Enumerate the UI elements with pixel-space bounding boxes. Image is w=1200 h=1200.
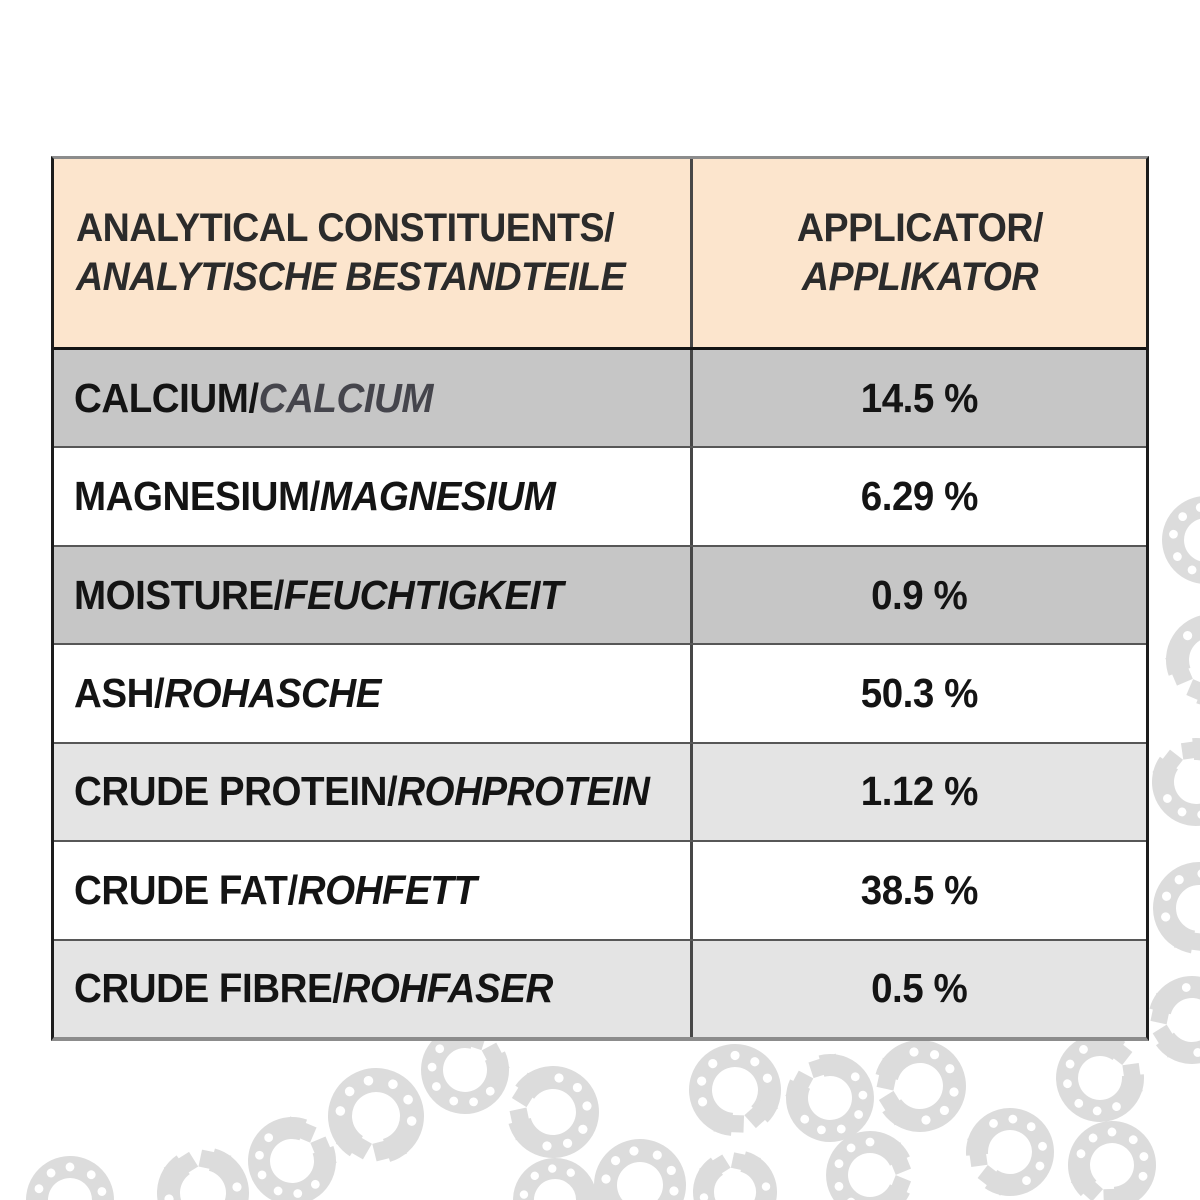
- row-value: 0.5 %: [871, 965, 968, 1012]
- row-label-cell: CRUDE PROTEIN/ROHPROTEIN: [54, 744, 690, 840]
- label-separator: /: [287, 866, 298, 913]
- header-applicator-line-de: APPLIKATOR: [801, 255, 1038, 299]
- row-label-de: ROHPROTEIN: [397, 768, 650, 815]
- table-header-row: ANALYTICAL CONSTITUENTS/ ANALYTISCHE BES…: [54, 159, 1146, 347]
- row-label-en: CRUDE PROTEIN: [74, 768, 387, 815]
- row-label: ASH/ROHASCHE: [74, 670, 381, 717]
- horseshoe-icon: [504, 1066, 596, 1157]
- row-label: CRUDE PROTEIN/ROHPROTEIN: [74, 768, 650, 815]
- header-applicator-line-en: APPLICATOR/: [796, 206, 1043, 250]
- row-label-cell: ASH/ROHASCHE: [54, 645, 690, 741]
- horseshoe-icon: [693, 1147, 776, 1200]
- row-label-en: CALCIUM: [74, 374, 249, 421]
- header-constituents-line-de: ANALYTISCHE BESTANDTEILE: [76, 255, 626, 299]
- horseshoe-icon: [329, 1072, 421, 1166]
- row-label-de: ROHFASER: [342, 965, 553, 1012]
- table-row-calcium: CALCIUM/CALCIUM 14.5 %: [54, 347, 1146, 447]
- row-label: CRUDE FIBRE/ROHFASER: [74, 965, 553, 1012]
- label-separator: /: [153, 669, 165, 716]
- horseshoe-icon: [508, 1152, 607, 1200]
- row-value: 14.5 %: [860, 374, 979, 421]
- header-applicator-text: APPLICATOR/ APPLIKATOR: [796, 204, 1043, 302]
- horseshoe-icon: [21, 1154, 117, 1200]
- horseshoe-icon: [1154, 606, 1200, 718]
- label-separator: /: [248, 374, 259, 421]
- row-label: CALCIUM/CALCIUM: [74, 374, 434, 422]
- row-label: MAGNESIUM/MAGNESIUM: [74, 473, 556, 520]
- row-value-cell: 0.5 %: [690, 940, 1146, 1037]
- row-value-cell: 0.9 %: [690, 546, 1146, 644]
- row-label-en: CRUDE FIBRE: [74, 965, 333, 1012]
- table-row-crude-protein: CRUDE PROTEIN/ROHPROTEIN 1.12 %: [54, 741, 1146, 841]
- horseshoe-icon: [157, 1144, 248, 1200]
- horseshoe-icon: [1063, 1119, 1159, 1200]
- table-row-moisture: MOISTURE/FEUCHTIGKEIT 0.9 %: [54, 544, 1146, 644]
- label-separator: /: [273, 571, 285, 618]
- row-value: 6.29 %: [860, 473, 979, 520]
- row-label-en: ASH: [74, 669, 154, 716]
- table-row-crude-fibre: CRUDE FIBRE/ROHFASER 0.5 %: [54, 938, 1146, 1037]
- horseshoe-icon: [686, 1042, 787, 1144]
- table-row-crude-fat: CRUDE FAT/ROHFETT 38.5 %: [54, 840, 1146, 939]
- row-value-cell: 38.5 %: [690, 842, 1146, 939]
- header-cell-applicator: APPLICATOR/ APPLIKATOR: [690, 159, 1146, 347]
- horseshoe-icon: [1152, 862, 1200, 959]
- horseshoe-icon: [1145, 977, 1200, 1064]
- row-label-de: ROHASCHE: [164, 669, 382, 716]
- row-label: CRUDE FAT/ROHFETT: [74, 866, 477, 914]
- row-value: 1.12 %: [860, 768, 979, 815]
- horseshoe-icon: [1143, 728, 1200, 832]
- row-value: 0.9 %: [871, 571, 968, 618]
- row-value: 50.3 %: [860, 669, 979, 716]
- header-constituents-line-en: ANALYTICAL CONSTITUENTS/: [76, 206, 615, 250]
- row-label-cell: MOISTURE/FEUCHTIGKEIT: [54, 547, 690, 643]
- row-label: MOISTURE/FEUCHTIGKEIT: [74, 571, 564, 619]
- table-row-ash: ASH/ROHASCHE 50.3 %: [54, 643, 1146, 742]
- row-value-cell: 6.29 %: [690, 448, 1146, 545]
- row-label-cell: CRUDE FIBRE/ROHFASER: [54, 941, 690, 1037]
- row-label-de: MAGNESIUM: [319, 473, 556, 520]
- horseshoe-icon: [1165, 496, 1200, 583]
- row-label-de: ROHFETT: [297, 866, 477, 913]
- row-value: 38.5 %: [860, 866, 979, 913]
- horseshoe-icon: [835, 1138, 911, 1200]
- row-label-cell: MAGNESIUM/MAGNESIUM: [54, 448, 690, 544]
- horseshoe-icon: [956, 1102, 1060, 1200]
- label-separator: /: [309, 473, 321, 520]
- table-row-magnesium: MAGNESIUM/MAGNESIUM 6.29 %: [54, 446, 1146, 545]
- analytical-constituents-table: ANALYTICAL CONSTITUENTS/ ANALYTISCHE BES…: [51, 156, 1149, 1041]
- row-label-en: MOISTURE: [74, 571, 274, 618]
- row-value-cell: 1.12 %: [690, 743, 1146, 841]
- row-value-cell: 14.5 %: [690, 350, 1146, 447]
- row-label-cell: CRUDE FAT/ROHFETT: [54, 842, 690, 938]
- row-value-cell: 50.3 %: [690, 645, 1146, 742]
- row-label-en: MAGNESIUM: [74, 473, 310, 520]
- header-constituents-text: ANALYTICAL CONSTITUENTS/ ANALYTISCHE BES…: [76, 204, 626, 302]
- horseshoe-icon: [871, 1041, 963, 1132]
- header-cell-constituents: ANALYTICAL CONSTITUENTS/ ANALYTISCHE BES…: [54, 159, 690, 347]
- row-label-en: CRUDE FAT: [74, 866, 288, 913]
- row-label-de: FEUCHTIGKEIT: [283, 571, 564, 618]
- row-label-cell: CALCIUM/CALCIUM: [54, 350, 690, 446]
- horseshoe-icon: [594, 1142, 685, 1200]
- label-separator: /: [386, 768, 398, 815]
- label-separator: /: [332, 965, 343, 1012]
- row-label-de: CALCIUM: [258, 374, 434, 421]
